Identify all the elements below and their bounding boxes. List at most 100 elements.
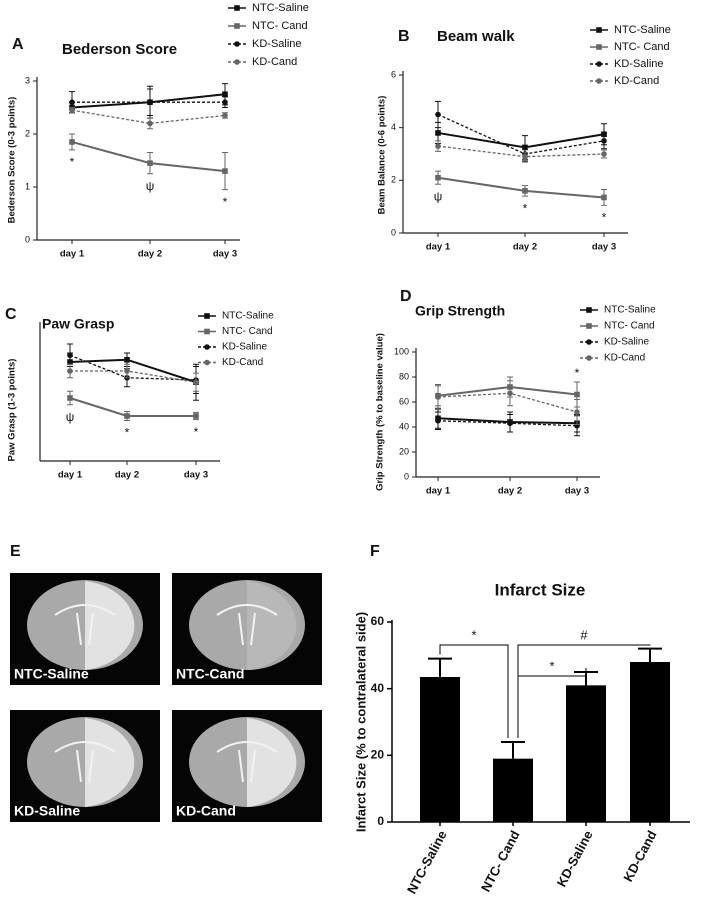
chart-title: Beam walk <box>437 28 515 45</box>
y-tick-label: 60 <box>371 614 385 628</box>
legend-marker <box>586 355 592 361</box>
legend-label: NTC-Saline <box>222 311 274 322</box>
marker <box>69 107 75 113</box>
marker <box>435 394 441 400</box>
y-tick-label: 2 <box>391 175 396 185</box>
bar <box>493 758 533 822</box>
y-axis-label: Infarct Size (% to contralateral side) <box>353 612 368 832</box>
ventricle <box>216 604 278 646</box>
marker <box>435 174 441 181</box>
legend-marker <box>596 44 602 50</box>
legend-label: NTC-Saline <box>614 24 671 36</box>
legend-marker <box>234 5 240 11</box>
legend-label: NTC- Cand <box>614 41 670 53</box>
significance-mark: ψ <box>66 410 75 424</box>
bar <box>420 677 460 822</box>
marker <box>601 138 607 144</box>
y-tick-label: 20 <box>371 748 385 762</box>
x-tick-label: day 1 <box>58 470 83 481</box>
marker <box>67 395 73 401</box>
marker <box>522 153 528 160</box>
y-tick-label: 0 <box>377 814 384 828</box>
y-tick-label: 2 <box>25 128 30 138</box>
y-tick-label: 80 <box>399 371 409 381</box>
x-tick-label: day 3 <box>592 242 616 253</box>
marker <box>222 91 228 98</box>
y-tick-label: 60 <box>399 396 409 406</box>
legend-marker <box>204 328 210 335</box>
marker <box>67 352 73 359</box>
legend-label: NTC- Cand <box>222 326 273 337</box>
x-tick-label: day 1 <box>426 486 451 497</box>
marker <box>193 379 199 386</box>
marker <box>147 99 153 105</box>
legend-marker <box>586 307 592 313</box>
y-axis-label: Grip Strength (% to baseline value) <box>375 333 386 491</box>
image-label: KD-Saline <box>14 803 80 819</box>
panel-label: A <box>12 36 24 53</box>
error-bar <box>501 741 525 759</box>
x-tick-label: day 1 <box>60 249 85 260</box>
bar <box>630 662 670 822</box>
y-axis-label: Bederson Score (0-3 points) <box>7 97 18 224</box>
significance-mark: * <box>575 366 580 380</box>
y-tick-label: 0 <box>25 234 30 244</box>
significance-mark: * <box>125 426 130 440</box>
significance-mark: # <box>580 627 588 642</box>
marker <box>147 120 153 127</box>
x-tick-label: day 1 <box>426 242 451 253</box>
marker <box>67 368 73 374</box>
legend-label: KD-Cand <box>604 353 645 364</box>
marker <box>193 413 199 419</box>
y-tick-label: 1 <box>25 181 30 191</box>
marker <box>69 99 75 105</box>
marker <box>435 111 441 118</box>
x-tick-label: NTC-Saline <box>404 828 450 896</box>
image-label: NTC-Saline <box>14 666 89 682</box>
marker <box>574 409 580 415</box>
x-tick-label: KD-Cand <box>620 828 659 884</box>
y-tick-label: 40 <box>371 681 385 695</box>
series-line <box>437 176 605 199</box>
marker <box>147 160 153 166</box>
series-line <box>69 397 196 417</box>
legend-marker <box>234 59 240 65</box>
ventricle <box>54 604 116 646</box>
marker <box>222 99 228 105</box>
ventricle <box>216 741 278 783</box>
legend-label: KD-Saline <box>252 38 302 50</box>
significance-mark: * <box>471 627 476 642</box>
significance-bracket <box>517 644 651 738</box>
x-tick-label: day 2 <box>138 249 162 260</box>
significance-mark: * <box>602 211 607 225</box>
legend-label: NTC- Cand <box>604 321 655 332</box>
chart-title: Grip Strength <box>415 303 505 319</box>
image-label: KD-Cand <box>176 803 236 819</box>
legend-label: KD-Saline <box>604 337 649 348</box>
infarct-region <box>85 581 135 670</box>
significance-mark: * <box>523 201 528 215</box>
series-line <box>437 113 605 155</box>
x-tick-label: KD-Saline <box>554 828 596 889</box>
marker <box>124 356 130 363</box>
marker <box>69 139 75 145</box>
y-axis-label: Beam Balance (0-6 points) <box>377 96 388 215</box>
x-tick-label: NTC- Cand <box>478 828 523 894</box>
y-tick-label: 40 <box>399 421 409 431</box>
legend-label: NTC-Saline <box>252 2 309 14</box>
ventricle <box>54 741 116 783</box>
error-bar <box>638 647 662 662</box>
panel-label: D <box>400 288 412 305</box>
significance-mark: ψ <box>434 189 443 203</box>
legend-marker <box>204 313 210 319</box>
x-tick-label: day 2 <box>513 242 537 253</box>
image-label: NTC-Cand <box>176 666 244 682</box>
legend-label: NTC-Saline <box>604 305 656 316</box>
legend-marker <box>586 323 592 329</box>
legend-marker <box>596 61 602 67</box>
marker <box>507 390 513 397</box>
y-tick-label: 0 <box>404 471 409 481</box>
infarct-region <box>247 581 297 670</box>
legend-marker <box>204 359 210 366</box>
marker <box>601 151 607 157</box>
